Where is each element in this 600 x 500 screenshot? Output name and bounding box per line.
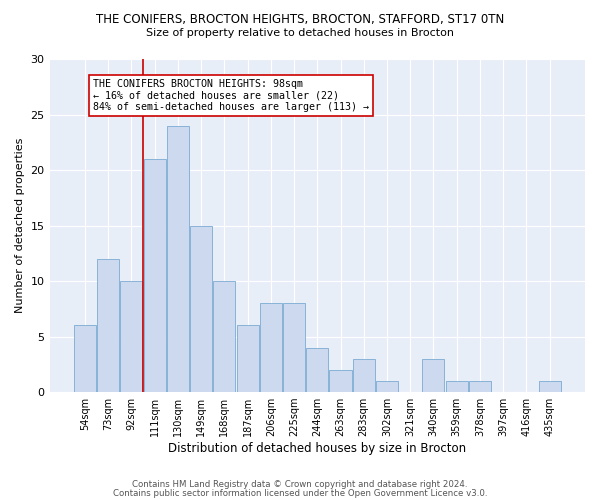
Bar [469,381,491,392]
Bar [260,304,282,392]
Bar [329,370,352,392]
Bar [121,281,142,392]
Text: Contains public sector information licensed under the Open Government Licence v3: Contains public sector information licen… [113,489,487,498]
Bar [376,381,398,392]
X-axis label: Distribution of detached houses by size in Brocton: Distribution of detached houses by size … [168,442,466,455]
Y-axis label: Number of detached properties: Number of detached properties [15,138,25,313]
Bar [190,226,212,392]
Text: THE CONIFERS BROCTON HEIGHTS: 98sqm
← 16% of detached houses are smaller (22)
84: THE CONIFERS BROCTON HEIGHTS: 98sqm ← 16… [93,79,369,112]
Bar [306,348,328,392]
Bar [213,281,235,392]
Bar [97,259,119,392]
Bar [74,326,96,392]
Bar [353,359,375,392]
Text: Contains HM Land Registry data © Crown copyright and database right 2024.: Contains HM Land Registry data © Crown c… [132,480,468,489]
Bar [539,381,560,392]
Text: THE CONIFERS, BROCTON HEIGHTS, BROCTON, STAFFORD, ST17 0TN: THE CONIFERS, BROCTON HEIGHTS, BROCTON, … [96,12,504,26]
Bar [422,359,445,392]
Bar [446,381,468,392]
Bar [283,304,305,392]
Bar [143,159,166,392]
Bar [167,126,189,392]
Text: Size of property relative to detached houses in Brocton: Size of property relative to detached ho… [146,28,454,38]
Bar [236,326,259,392]
